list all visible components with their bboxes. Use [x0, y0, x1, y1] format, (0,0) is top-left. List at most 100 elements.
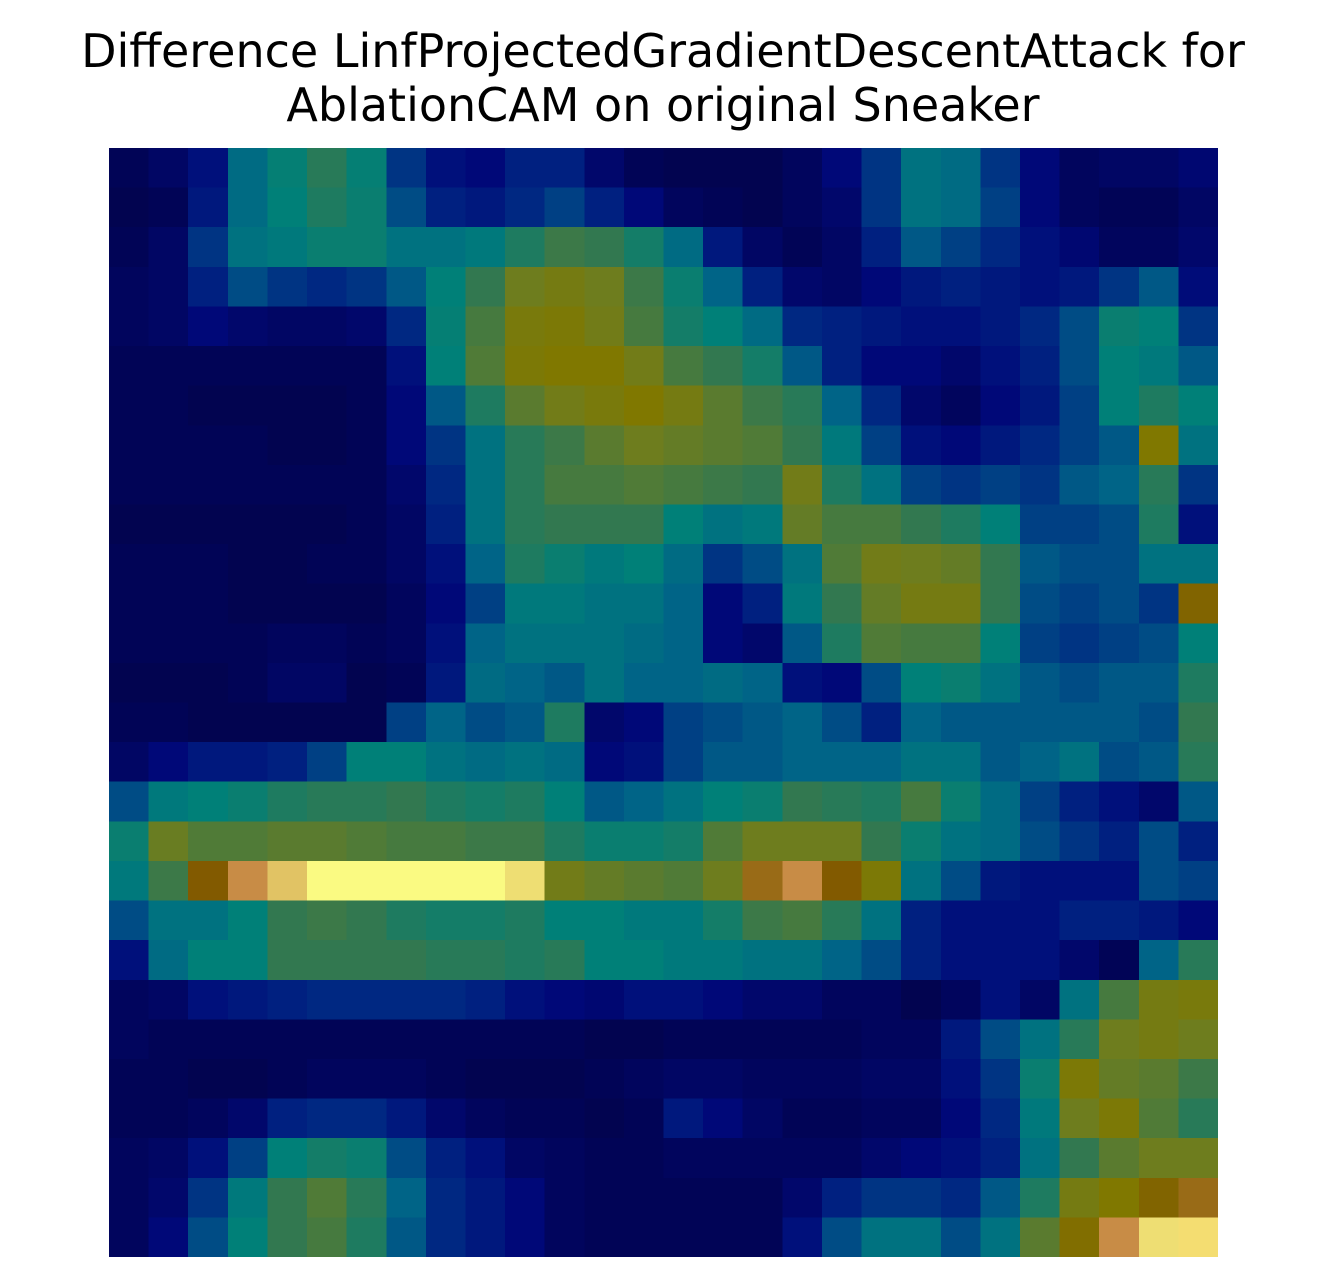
heatmap-cell-r25-c20 — [901, 1138, 942, 1179]
heatmap-cell-r17-c11 — [544, 821, 585, 862]
heatmap-cell-r0-c14 — [663, 148, 704, 189]
heatmap-cell-r16-c25 — [1099, 781, 1140, 822]
heatmap-cell-r19-c8 — [425, 900, 467, 941]
heatmap-cell-r4-c6 — [346, 306, 387, 347]
heatmap-cell-r8-c1 — [148, 464, 189, 506]
heatmap-cell-r20-c2 — [188, 940, 229, 981]
heatmap-cell-r3-c8 — [425, 266, 467, 308]
heatmap-cell-r22-c3 — [227, 1019, 269, 1060]
heatmap-cell-r16-c26 — [1138, 781, 1179, 822]
heatmap-cell-r12-c16 — [742, 623, 783, 664]
heatmap-cell-r15-c25 — [1099, 742, 1140, 783]
heatmap-cell-r24-c21 — [940, 1098, 981, 1139]
heatmap-cell-r9-c2 — [188, 504, 229, 545]
heatmap-cell-r26-c1 — [148, 1177, 189, 1218]
heatmap-cell-r23-c24 — [1059, 1058, 1100, 1100]
heatmap-cell-r25-c23 — [1019, 1138, 1061, 1179]
heatmap-cell-r12-c15 — [703, 623, 744, 664]
heatmap-cell-r17-c1 — [148, 821, 189, 862]
heatmap-cell-r6-c22 — [980, 385, 1021, 426]
heatmap-cell-r20-c23 — [1019, 940, 1061, 981]
heatmap-cell-r8-c23 — [1019, 464, 1061, 506]
heatmap-cell-r15-c9 — [465, 742, 506, 783]
heatmap-cell-r4-c11 — [544, 306, 585, 347]
heatmap-cell-r7-c5 — [307, 425, 348, 466]
heatmap-cell-r5-c10 — [505, 346, 546, 387]
heatmap-cell-r25-c17 — [782, 1138, 823, 1179]
heatmap-cell-r9-c16 — [742, 504, 783, 545]
heatmap-cell-r17-c22 — [980, 821, 1021, 862]
heatmap-cell-r15-c21 — [940, 742, 981, 783]
heatmap-cell-r15-c17 — [782, 742, 823, 783]
chart-title-line-1: Difference LinfProjectedGradientDescentA… — [81, 24, 1245, 78]
heatmap-cell-r5-c5 — [307, 346, 348, 387]
heatmap-cell-r18-c26 — [1138, 860, 1179, 902]
heatmap-cell-r18-c1 — [148, 860, 189, 902]
heatmap-cell-r18-c11 — [544, 860, 585, 902]
heatmap-cell-r2-c3 — [227, 227, 269, 268]
heatmap-cell-r10-c23 — [1019, 544, 1061, 585]
heatmap-cell-r20-c1 — [148, 940, 189, 981]
heatmap-cell-r15-c22 — [980, 742, 1021, 783]
heatmap-cell-r21-c17 — [782, 979, 823, 1020]
heatmap-cell-r3-c26 — [1138, 266, 1179, 308]
heatmap-cell-r18-c5 — [307, 860, 348, 902]
heatmap-cell-r20-c12 — [584, 940, 625, 981]
heatmap-cell-r22-c24 — [1059, 1019, 1100, 1060]
heatmap-cell-r3-c2 — [188, 266, 229, 308]
heatmap-cell-r6-c4 — [267, 385, 308, 426]
heatmap-cell-r1-c3 — [227, 187, 269, 228]
heatmap-cell-r10-c18 — [821, 544, 863, 585]
heatmap-cell-r8-c22 — [980, 464, 1021, 506]
heatmap-cell-r21-c1 — [148, 979, 189, 1020]
heatmap-cell-r14-c3 — [227, 702, 269, 743]
heatmap-cell-r11-c9 — [465, 583, 506, 624]
heatmap-cell-r1-c15 — [703, 187, 744, 228]
heatmap-cell-r2-c5 — [307, 227, 348, 268]
heatmap-cell-r17-c16 — [742, 821, 783, 862]
heatmap-cell-r8-c8 — [425, 464, 467, 506]
heatmap-cell-r12-c9 — [465, 623, 506, 664]
heatmap-cell-r9-c24 — [1059, 504, 1100, 545]
heatmap-cell-r4-c23 — [1019, 306, 1061, 347]
heatmap-cell-r27-c13 — [623, 1217, 665, 1257]
heatmap-cell-r18-c7 — [386, 860, 427, 902]
heatmap-cell-r9-c8 — [425, 504, 467, 545]
heatmap-cell-r13-c0 — [109, 662, 150, 704]
heatmap-cell-r5-c22 — [980, 346, 1021, 387]
heatmap-cell-r19-c12 — [584, 900, 625, 941]
heatmap-cell-r21-c18 — [821, 979, 863, 1020]
heatmap-cell-r9-c7 — [386, 504, 427, 545]
heatmap-cell-r24-c0 — [109, 1098, 150, 1139]
heatmap-cell-r17-c0 — [109, 821, 150, 862]
heatmap-cell-r18-c3 — [227, 860, 269, 902]
heatmap-cell-r1-c19 — [861, 187, 902, 228]
heatmap-cell-r24-c2 — [188, 1098, 229, 1139]
heatmap-cell-r6-c21 — [940, 385, 981, 426]
heatmap-cell-r20-c11 — [544, 940, 585, 981]
heatmap-cell-r7-c17 — [782, 425, 823, 466]
heatmap-cell-r8-c0 — [109, 464, 150, 506]
heatmap-cell-r1-c7 — [386, 187, 427, 228]
heatmap-cell-r15-c8 — [425, 742, 467, 783]
heatmap-cell-r14-c19 — [861, 702, 902, 743]
heatmap-cell-r0-c18 — [821, 148, 863, 189]
heatmap-cell-r16-c2 — [188, 781, 229, 822]
heatmap-cell-r14-c16 — [742, 702, 783, 743]
heatmap-cell-r20-c21 — [940, 940, 981, 981]
heatmap-cell-r23-c16 — [742, 1058, 783, 1100]
heatmap-cell-r24-c26 — [1138, 1098, 1179, 1139]
heatmap-cell-r20-c26 — [1138, 940, 1179, 981]
heatmap-cell-r0-c25 — [1099, 148, 1140, 189]
heatmap-cell-r1-c22 — [980, 187, 1021, 228]
heatmap-cell-r2-c22 — [980, 227, 1021, 268]
heatmap-cell-r13-c11 — [544, 662, 585, 704]
heatmap-cell-r18-c18 — [821, 860, 863, 902]
heatmap-cell-r24-c16 — [742, 1098, 783, 1139]
heatmap-cell-r10-c2 — [188, 544, 229, 585]
heatmap-cell-r11-c23 — [1019, 583, 1061, 624]
heatmap-cell-r11-c27 — [1178, 583, 1218, 624]
heatmap-cell-r23-c7 — [386, 1058, 427, 1100]
heatmap-cell-r10-c22 — [980, 544, 1021, 585]
heatmap-cell-r1-c9 — [465, 187, 506, 228]
